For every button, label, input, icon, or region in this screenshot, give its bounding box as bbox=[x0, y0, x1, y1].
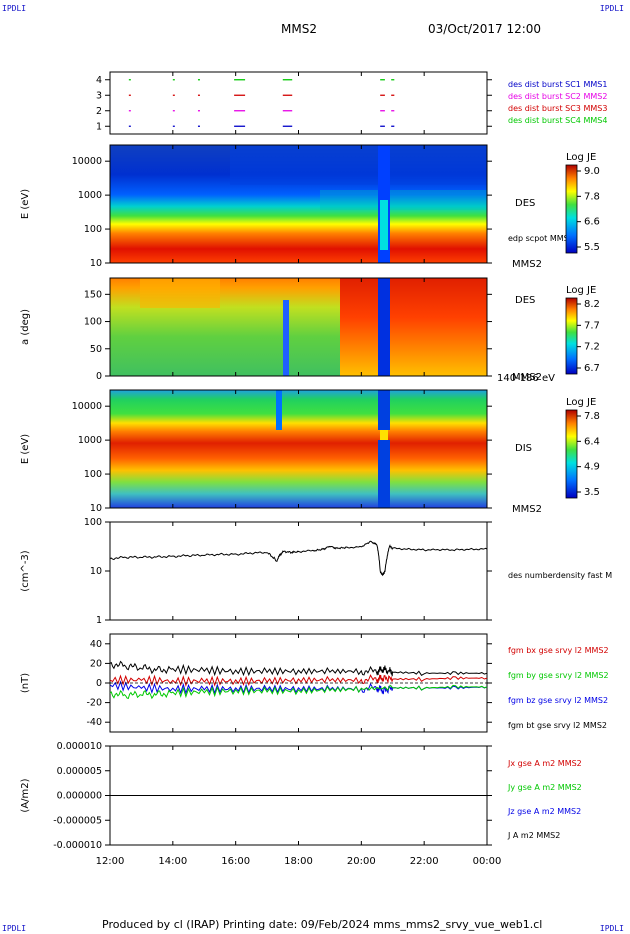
energy-range-label: 140-186 eV bbox=[497, 373, 555, 384]
series-line bbox=[109, 684, 488, 700]
bfield-legend: fgm by gse srvy l2 MMS2 bbox=[508, 671, 609, 680]
colorbar-tick-label: 8.2 bbox=[584, 299, 600, 310]
y-axis-label: E (eV) bbox=[20, 434, 31, 464]
corner-tag-bottom-left: IPDLI bbox=[2, 924, 27, 933]
colorbar-tick-label: 5.5 bbox=[584, 242, 600, 253]
ytick-label: -0.000005 bbox=[53, 815, 102, 826]
ytick-label: -20 bbox=[86, 698, 102, 709]
colorbar-tick-label: 7.2 bbox=[584, 342, 600, 353]
burst-legend-mms3: des dist burst SC3 MMS3 bbox=[508, 104, 607, 113]
ytick-label: 50 bbox=[90, 344, 102, 355]
ytick-label: 100 bbox=[84, 517, 102, 528]
colorbar-tick-label: 7.7 bbox=[584, 320, 600, 331]
ytick-label: 150 bbox=[84, 289, 102, 300]
colorbar-tick-label: 3.5 bbox=[584, 487, 600, 498]
ytick-label: 10 bbox=[90, 566, 102, 577]
des-energy-spectrogram bbox=[110, 145, 487, 263]
instrument-label: DES bbox=[515, 198, 535, 209]
colorbar-title: Log JE bbox=[566, 285, 596, 296]
density-legend: des numberdensity fast M bbox=[508, 571, 612, 580]
bfield-legend: fgm bz gse srvy l2 MMS2 bbox=[508, 696, 608, 705]
colorbar-tick-label: 6.6 bbox=[584, 217, 600, 228]
header-spacecraft: MMS2 bbox=[281, 22, 317, 36]
y-axis-label: E (eV) bbox=[20, 189, 31, 219]
y-axis-label: (cm^-3) bbox=[20, 550, 31, 591]
ytick-label: 10000 bbox=[72, 401, 102, 412]
y-axis-label: (A/m2) bbox=[20, 778, 31, 812]
ytick-label: 10 bbox=[90, 503, 102, 514]
ytick-label: 2 bbox=[96, 106, 102, 117]
ytick-label: -40 bbox=[86, 717, 102, 728]
ytick-label: 4 bbox=[96, 75, 102, 86]
instrument-label: DIS bbox=[515, 443, 532, 454]
colorbar bbox=[565, 297, 578, 375]
corner-tag-bottom-right: IPDLI bbox=[599, 924, 624, 933]
time-tick-label: 12:00 bbox=[96, 856, 125, 867]
corner-tag-top-right: IPDLI bbox=[599, 4, 624, 13]
ytick-label: 0.000000 bbox=[57, 791, 102, 802]
colorbar-tick-label: 9.0 bbox=[584, 166, 600, 177]
ytick-label: 100 bbox=[84, 469, 102, 480]
burst-legend-mms2: des dist burst SC2 MMS2 bbox=[508, 92, 607, 101]
spacecraft-label: MMS2 bbox=[512, 372, 542, 383]
ytick-label: 0.000010 bbox=[57, 741, 102, 752]
time-tick-label: 00:00 bbox=[473, 856, 502, 867]
colorbar-tick-label: 4.9 bbox=[584, 462, 600, 473]
series-line bbox=[109, 660, 488, 677]
instrument-label: DES bbox=[515, 295, 535, 306]
colorbar bbox=[565, 409, 578, 499]
ytick-label: 20 bbox=[90, 658, 102, 669]
spacecraft-label: MMS2 bbox=[512, 504, 542, 515]
current-legend: Jz gse A m2 MMS2 bbox=[507, 807, 581, 816]
bfield-legend: fgm bt gse srvy l2 MMS2 bbox=[508, 721, 607, 730]
footer-credit: Produced by cl (IRAP) Printing date: 09/… bbox=[102, 918, 543, 931]
dis-energy-spectrogram bbox=[110, 390, 487, 508]
time-tick-label: 14:00 bbox=[158, 856, 187, 867]
ytick-label: 100 bbox=[84, 317, 102, 328]
header-datetime: 03/Oct/2017 12:00 bbox=[428, 22, 542, 36]
series-line bbox=[109, 540, 488, 577]
colorbar-tick-label: 7.8 bbox=[584, 191, 600, 202]
y-axis-label: a (deg) bbox=[20, 309, 31, 345]
time-tick-label: 20:00 bbox=[347, 856, 376, 867]
current-legend: Jy gse A m2 MMS2 bbox=[507, 783, 582, 792]
ytick-label: 1 bbox=[96, 615, 102, 626]
ytick-label: 3 bbox=[96, 90, 102, 101]
ytick-label: 1000 bbox=[78, 190, 102, 201]
colorbar-tick-label: 6.7 bbox=[584, 363, 600, 374]
colorbar bbox=[565, 164, 578, 254]
panel-frame-burst bbox=[109, 71, 488, 135]
current-legend: J A m2 MMS2 bbox=[507, 831, 560, 840]
ytick-label: 1000 bbox=[78, 435, 102, 446]
scpot-label: edp scpot MMS2 bbox=[508, 234, 574, 243]
ytick-label: 40 bbox=[90, 639, 102, 650]
colorbar-tick-label: 6.4 bbox=[584, 436, 600, 447]
ytick-label: -0.000010 bbox=[53, 840, 102, 851]
y-axis-label: (nT) bbox=[20, 673, 31, 693]
burst-legend-mms4: des dist burst SC4 MMS4 bbox=[508, 116, 607, 125]
ytick-label: 10000 bbox=[72, 156, 102, 167]
ytick-label: 0.000005 bbox=[57, 766, 102, 777]
bfield-legend: fgm bx gse srvy l2 MMS2 bbox=[508, 646, 609, 655]
colorbar-title: Log JE bbox=[566, 152, 596, 163]
ytick-label: 100 bbox=[84, 224, 102, 235]
colorbar-title: Log JE bbox=[566, 397, 596, 408]
time-tick-label: 22:00 bbox=[410, 856, 439, 867]
ytick-label: 1 bbox=[96, 121, 102, 132]
time-tick-label: 18:00 bbox=[284, 856, 313, 867]
time-tick-label: 16:00 bbox=[221, 856, 250, 867]
series-line bbox=[109, 674, 488, 687]
ytick-label: 10 bbox=[90, 258, 102, 269]
ytick-label: 0 bbox=[96, 678, 102, 689]
corner-tag-top-left: IPDLI bbox=[2, 4, 27, 13]
current-legend: Jx gse A m2 MMS2 bbox=[507, 759, 582, 768]
spacecraft-label: MMS2 bbox=[512, 259, 542, 270]
colorbar-tick-label: 7.8 bbox=[584, 411, 600, 422]
burst-legend-mms1: des dist burst SC1 MMS1 bbox=[508, 80, 607, 89]
panel-frame-density bbox=[109, 521, 488, 621]
des-pitch-spectrogram bbox=[110, 278, 487, 376]
ytick-label: 0 bbox=[96, 371, 102, 382]
